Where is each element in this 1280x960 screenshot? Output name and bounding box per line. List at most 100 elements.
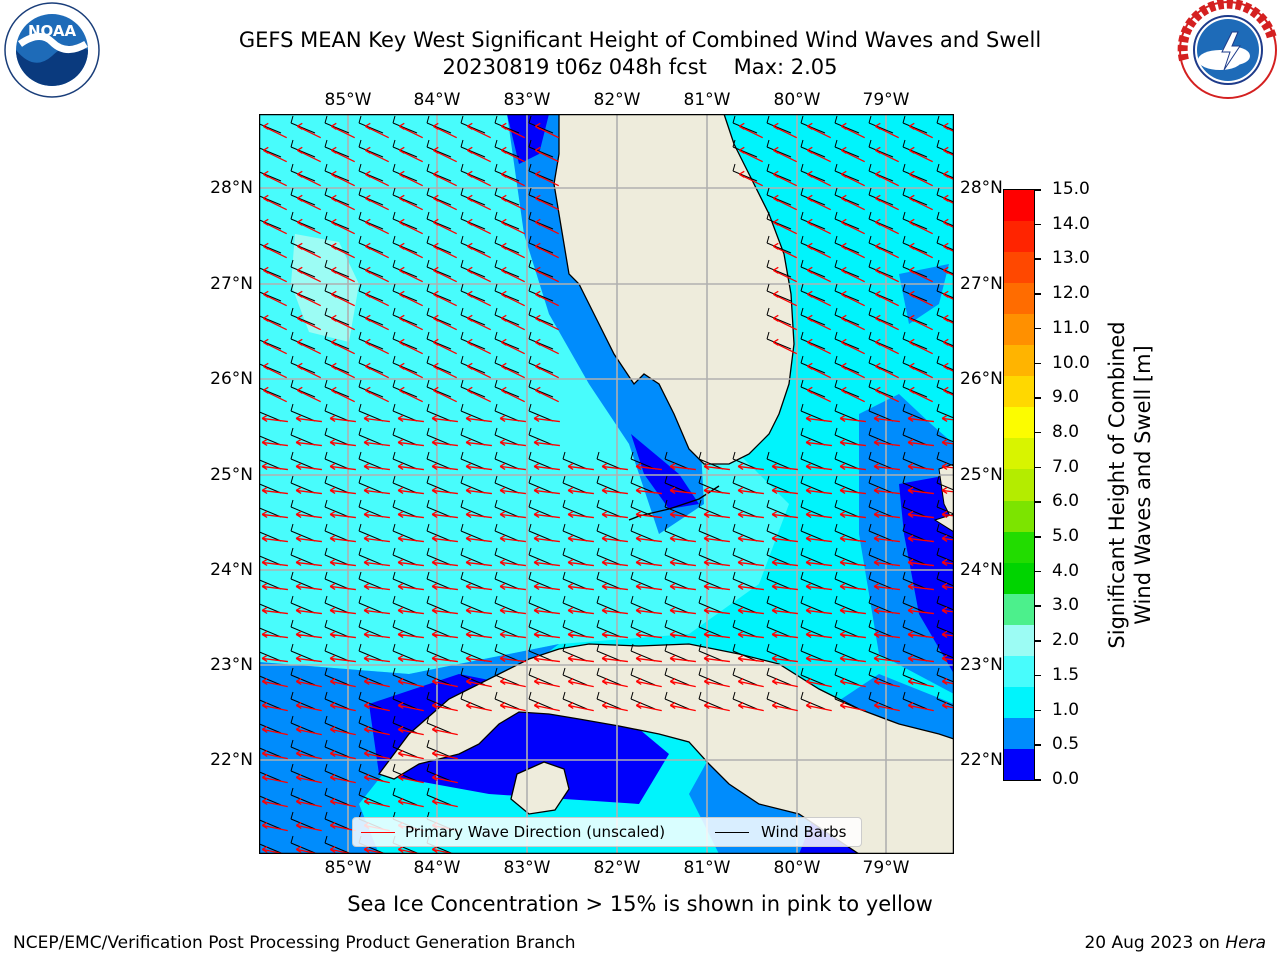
wave-direction-arrow [295,749,322,760]
colorbar-tick-label: 1.0 [1052,699,1080,720]
wave-direction-arrow [261,677,288,688]
wind-barb [902,211,928,230]
wind-barb [426,427,452,446]
wind-barb [494,163,520,182]
wave-direction-arrow [534,242,559,259]
colorbar-segment [1004,407,1034,439]
wave-direction-arrow [432,386,457,403]
wind-barb [290,691,316,710]
wave-direction-arrow [874,122,899,139]
wind-barb [732,451,758,470]
wind-barb [868,547,894,566]
wind-barb [460,475,486,494]
wind-barb [834,355,860,374]
wave-direction-arrow [398,386,423,403]
wind-barb [562,571,588,590]
wind-barb [392,211,418,230]
wave-direction-arrow [262,242,287,259]
wave-direction-arrow [466,122,491,139]
wave-direction-arrow [398,290,423,307]
wave-direction-arrow [942,218,954,229]
wind-barb [834,331,860,350]
wind-barb [460,547,486,566]
colorbar-label-line1: Significant Height of Combined [1105,321,1129,649]
wave-direction-arrow [806,194,831,211]
colorbar-segment [1004,655,1034,688]
wind-barb [460,235,486,254]
wind-barb [392,715,418,734]
wind-barb [290,523,316,542]
lon-label-bottom: 79°W [862,858,910,878]
colorbar-tick-label: 13.0 [1052,248,1090,269]
wave-direction-arrow [329,749,356,760]
wind-barb [358,595,384,614]
wave-direction-arrow [941,486,954,495]
wave-direction-legend-label: Primary Wave Direction (unscaled) [405,823,666,841]
colorbar-tick-label: 4.0 [1052,560,1080,581]
wind-barb [392,115,418,134]
wave-direction-arrow [329,677,356,688]
wave-direction-arrow [567,486,594,495]
wind-barb [868,643,894,662]
colorbar-tick-label: 14.0 [1052,213,1090,234]
wave-direction-arrow [806,170,831,187]
wind-barb [392,787,418,806]
wave-direction-arrow [364,146,389,163]
wind-barb [766,691,792,710]
wind-barb [936,211,954,227]
wind-barb [528,571,554,590]
wave-direction-arrow [499,630,526,639]
wind-barb [259,548,282,566]
wind-barb [426,499,452,518]
wind-barb [494,667,520,686]
wind-barb [596,547,622,566]
wind-barb [868,355,894,374]
wave-direction-arrow [635,677,662,688]
colorbar-tick-label: 9.0 [1052,387,1080,408]
wave-direction-arrow [363,701,390,712]
wave-direction-arrow [363,606,390,615]
wind-barb [936,595,954,611]
wave-direction-arrow [296,170,321,187]
wind-barb [834,523,860,542]
wind-barb [426,763,452,782]
wave-direction-arrow [601,654,628,663]
colorbar-segment [1004,593,1034,626]
wind-barb [936,163,954,179]
wind-barb [358,403,384,422]
wind-barb [290,763,316,782]
wave-direction-arrow [500,290,525,307]
wave-direction-arrow [534,266,559,283]
wave-direction-arrow [942,314,954,325]
wave-direction-arrow [499,558,526,567]
wave-direction-arrow [330,314,355,331]
wave-direction-arrow [397,654,424,663]
wave-direction-arrow [772,338,797,355]
wind-barb [630,499,656,518]
wave-direction-arrow [296,146,321,163]
wave-direction-arrow [432,290,457,307]
wave-direction-arrow [907,606,934,615]
wind-barb [358,259,384,278]
wave-direction-arrow [635,558,662,567]
wind-barb [494,523,520,542]
wind-barb [324,355,350,374]
colorbar-tick-label: 0.0 [1052,769,1080,789]
wave-direction-arrow [398,242,423,259]
wind-barb [290,187,316,206]
wave-direction-arrow [295,462,322,471]
wave-direction-arrow [397,630,424,639]
colorbar-tick-mark [1035,466,1041,469]
colorbar-label: Significant Height of Combined Wind Wave… [1104,321,1156,648]
wind-barb [664,571,690,590]
wave-direction-arrow [840,242,865,259]
wave-direction-arrow [873,677,900,688]
wind-barb [324,619,350,638]
wind-barb [392,763,418,782]
wind-barb [834,451,860,470]
wave-direction-arrow [635,630,662,639]
wave-direction-arrow [873,462,900,471]
wave-direction-arrow [431,701,458,712]
wave-direction-arrow [805,510,832,519]
wave-direction-arrow [262,386,287,403]
